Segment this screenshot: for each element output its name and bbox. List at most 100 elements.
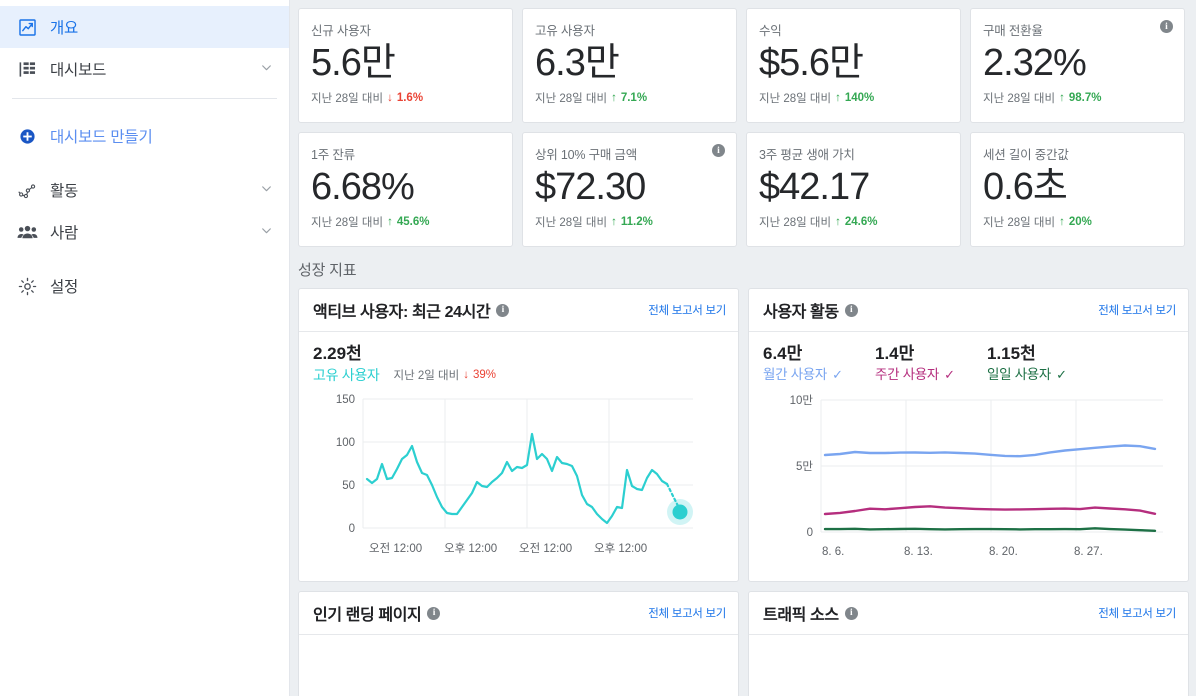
sidebar-item-label: 사람 [50, 225, 79, 242]
chevron-down-icon[interactable] [260, 61, 273, 77]
kpi-title: 3주 평균 생애 가치 [759, 148, 855, 162]
kpi-title: 1주 잔류 [311, 148, 355, 162]
sidebar-item-label: 활동 [50, 183, 79, 200]
chart-end-marker [672, 504, 688, 520]
view-full-report-link[interactable]: 전체 보고서 보기 [1098, 608, 1176, 620]
sidebar-item-label: 설정 [50, 279, 79, 296]
kpi-value: 2.32% [983, 42, 1087, 84]
kpi-delta-value: 45.6% [396, 216, 430, 228]
panel-title-text: 액티브 사용자: 최근 24시간 [313, 304, 491, 321]
kpi-card-revenue[interactable]: 수익 $5.6만 지난 28일 대비 ↑ 140% [746, 8, 961, 123]
kpi-value: 0.6초 [983, 166, 1068, 208]
svg-text:오후 12:00: 오후 12:00 [594, 542, 647, 555]
kpi-card-unique-users[interactable]: 고유 사용자 6.3만 지난 28일 대비 ↑ 7.1% [522, 8, 737, 123]
view-full-report-link[interactable]: 전체 보고서 보기 [648, 305, 726, 317]
kpi-compare-label: 지난 28일 대비 [311, 93, 384, 105]
kpi-delta: 지난 28일 대비 ↓ 1.6% [311, 90, 500, 106]
kpi-compare-label: 지난 28일 대비 [535, 93, 608, 105]
kpi-compare-label: 지난 28일 대비 [535, 217, 608, 229]
kpi-value: $72.30 [535, 166, 646, 208]
info-icon[interactable]: i [496, 303, 510, 317]
svg-text:0: 0 [349, 523, 355, 535]
stat-daily-users[interactable]: 1.15천 일일 사용자 ✓ [987, 344, 1099, 384]
panel-body [749, 635, 1188, 655]
panel-top-landing-pages: 인기 랜딩 페이지 i 전체 보고서 보기 [298, 591, 739, 696]
kpi-card-median-session-length[interactable]: 세션 길이 중간값 0.6초 지난 28일 대비 ↑ 20% [970, 132, 1185, 247]
kpi-delta: 지난 28일 대비 ↑ 24.6% [759, 214, 948, 230]
panel-title-text: 인기 랜딩 페이지 [313, 607, 422, 624]
kpi-value: $5.6만 [759, 42, 864, 84]
panel-title-text: 트래픽 소스 [763, 607, 839, 624]
info-icon[interactable]: i [844, 303, 858, 317]
sidebar-item-dashboard[interactable]: 대시보드 [0, 48, 289, 90]
kpi-delta-up-icon: ↑ [611, 92, 617, 104]
sidebar-item-activity[interactable]: 활동 [0, 169, 289, 211]
kpi-card-week1-retention[interactable]: 1주 잔류 6.68% 지난 28일 대비 ↑ 45.6% [298, 132, 513, 247]
panel-title: 인기 랜딩 페이지 i [313, 601, 441, 625]
stat-weekly-users[interactable]: 1.4만 주간 사용자 ✓ [875, 344, 987, 384]
chevron-down-icon[interactable] [260, 224, 273, 240]
compare-delta: 39% [472, 369, 496, 381]
info-icon[interactable]: i [427, 606, 441, 620]
svg-text:100: 100 [336, 437, 355, 449]
panel-header: 인기 랜딩 페이지 i 전체 보고서 보기 [299, 592, 738, 635]
sidebar-item-people[interactable]: 사람 [0, 211, 289, 253]
sidebar-item-overview[interactable]: 개요 [0, 6, 289, 48]
kpi-card-new-users[interactable]: 신규 사용자 5.6만 지난 28일 대비 ↓ 1.6% [298, 8, 513, 123]
svg-text:50: 50 [342, 480, 355, 492]
activity-graph-icon [14, 179, 40, 201]
kpi-card-avg-ltv-3w[interactable]: 3주 평균 생애 가치 $42.17 지난 28일 대비 ↑ 24.6% [746, 132, 961, 247]
kpi-delta-value: 7.1% [620, 92, 648, 104]
kpi-title: 세션 길이 중간값 [983, 148, 1069, 162]
kpi-card-top10-spend[interactable]: i 상위 10% 구매 금액 $72.30 지난 28일 대비 ↑ 11.2% [522, 132, 737, 247]
kpi-delta-up-icon: ↑ [835, 216, 841, 228]
panel-title: 트래픽 소스 i [763, 601, 858, 625]
svg-text:8. 6.: 8. 6. [822, 546, 844, 558]
growth-metrics-panels: 액티브 사용자: 최근 24시간 i 전체 보고서 보기 2.29천 고유 사용… [290, 288, 1196, 582]
kpi-delta: 지난 28일 대비 ↑ 20% [983, 214, 1172, 230]
bottom-panels: 인기 랜딩 페이지 i 전체 보고서 보기 트래픽 소스 i 전체 보고서 보기 [290, 591, 1196, 696]
kpi-delta: 지난 28일 대비 ↑ 45.6% [311, 214, 500, 230]
kpi-delta-value: 1.6% [396, 92, 424, 104]
svg-text:5만: 5만 [796, 460, 813, 473]
kpi-delta: 지난 28일 대비 ↑ 7.1% [535, 90, 724, 106]
svg-text:0: 0 [807, 527, 813, 539]
active-users-line-chart: 150 100 50 0 오전 12:00 오후 12:00 [336, 394, 693, 555]
check-icon[interactable]: ✓ [944, 367, 955, 382]
kpi-delta-value: 20% [1068, 216, 1092, 228]
kpi-delta: 지난 28일 대비 ↑ 11.2% [535, 214, 724, 230]
kpi-value: 6.68% [311, 166, 415, 208]
panel-user-activity: 사용자 활동 i 전체 보고서 보기 6.4만 월간 사용자 ✓ [748, 288, 1189, 582]
user-activity-line-chart: 10만 5만 0 8. 6. 8. 13. 8. 20. 8. 27. [790, 394, 1163, 558]
chevron-down-icon[interactable] [260, 182, 273, 198]
info-icon[interactable]: i [1160, 20, 1173, 33]
kpi-title: 고유 사용자 [535, 24, 595, 38]
sidebar-item-create-dashboard[interactable]: 대시보드 만들기 [0, 115, 289, 157]
gear-icon [14, 275, 40, 297]
view-full-report-link[interactable]: 전체 보고서 보기 [648, 608, 726, 620]
panel-title: 사용자 활동 i [763, 298, 858, 322]
svg-text:10만: 10만 [790, 394, 814, 407]
active-users-comparison: 지난 2일 대비 ↓ 39% [394, 367, 496, 383]
compare-label: 지난 2일 대비 [393, 370, 460, 382]
view-full-report-link[interactable]: 전체 보고서 보기 [1098, 305, 1176, 317]
kpi-card-purchase-conversion-rate[interactable]: i 구매 전환율 2.32% 지난 28일 대비 ↑ 98.7% [970, 8, 1185, 123]
check-icon[interactable]: ✓ [1056, 367, 1067, 382]
kpi-delta-up-icon: ↑ [1059, 92, 1065, 104]
check-icon[interactable]: ✓ [832, 367, 843, 382]
stat-monthly-users[interactable]: 6.4만 월간 사용자 ✓ [763, 344, 875, 384]
kpi-title: 수익 [759, 24, 782, 38]
panel-body: 6.4만 월간 사용자 ✓ 1.4만 주간 사용자 ✓ [749, 332, 1188, 581]
svg-text:8. 20.: 8. 20. [989, 546, 1018, 558]
panel-body: 2.29천 고유 사용자 지난 2일 대비 ↓ 39% [299, 332, 738, 577]
people-icon [14, 221, 40, 243]
info-icon[interactable]: i [844, 606, 858, 620]
sidebar-item-settings[interactable]: 설정 [0, 265, 289, 307]
user-activity-stats: 6.4만 월간 사용자 ✓ 1.4만 주간 사용자 ✓ [763, 344, 1180, 384]
stat-value: 6.4만 [763, 344, 803, 363]
panel-header: 사용자 활동 i 전체 보고서 보기 [749, 289, 1188, 332]
panel-traffic-sources: 트래픽 소스 i 전체 보고서 보기 [748, 591, 1189, 696]
info-icon[interactable]: i [712, 144, 725, 157]
panel-active-users: 액티브 사용자: 최근 24시간 i 전체 보고서 보기 2.29천 고유 사용… [298, 288, 739, 582]
svg-text:8. 27.: 8. 27. [1074, 546, 1103, 558]
